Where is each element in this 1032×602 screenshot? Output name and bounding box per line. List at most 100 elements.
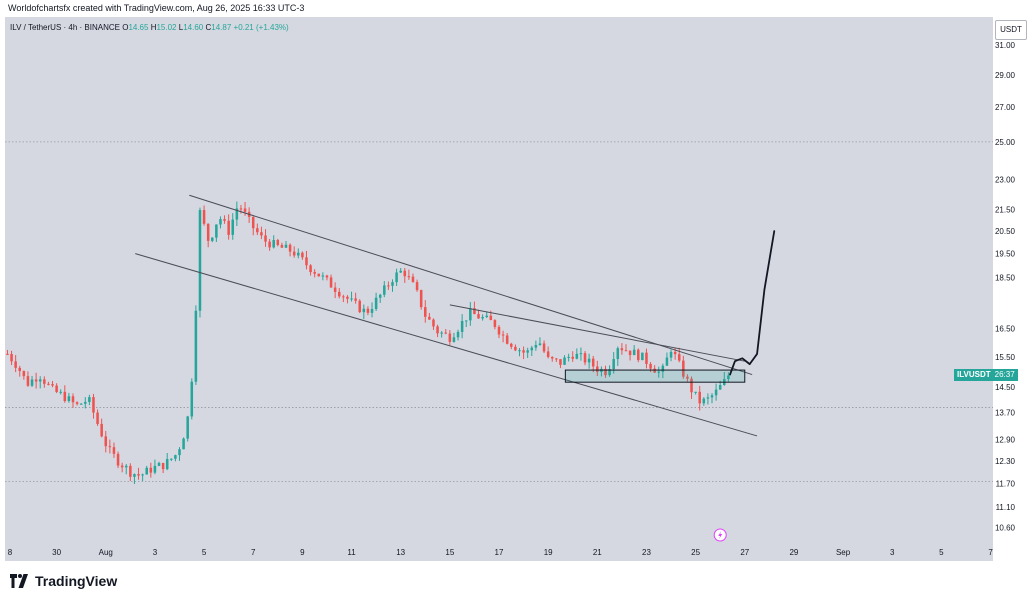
candle-body xyxy=(514,346,517,351)
candle-body xyxy=(239,208,243,210)
candle-body xyxy=(120,465,124,468)
candle-body xyxy=(706,397,710,399)
legend-low: 14.60 xyxy=(183,23,204,32)
candle-body xyxy=(280,244,284,248)
candle-body xyxy=(276,240,280,245)
candle-body xyxy=(256,228,259,233)
legend-high-label: H xyxy=(150,23,157,32)
legend-change: +0.21 (+1.43%) xyxy=(233,23,289,32)
candle-body xyxy=(522,350,525,353)
candle-body xyxy=(575,353,579,359)
x-tick-label: 19 xyxy=(544,548,553,557)
candle-body xyxy=(88,397,91,402)
event-icon xyxy=(713,528,727,542)
x-tick-label: 15 xyxy=(445,548,454,557)
candle-body xyxy=(501,334,505,336)
candle-body xyxy=(227,220,230,235)
support-zone-rectangle xyxy=(564,369,746,383)
candle-body xyxy=(22,371,26,377)
candle-body xyxy=(223,219,226,221)
candle-body xyxy=(628,350,632,356)
candle-body xyxy=(387,285,390,287)
candle-body xyxy=(133,474,136,477)
candle-body xyxy=(407,276,411,278)
candle-body xyxy=(79,403,83,405)
y-tick-label: 21.50 xyxy=(995,206,1016,215)
candle-body xyxy=(534,345,538,348)
candle-body xyxy=(186,416,189,439)
currency-button[interactable]: USDT xyxy=(995,20,1027,40)
candle-body xyxy=(137,474,140,476)
x-tick-label: 7 xyxy=(988,548,993,557)
candle-body xyxy=(366,308,370,313)
y-tick-label: 16.50 xyxy=(995,325,1016,334)
candle-body xyxy=(374,297,378,310)
candle-body xyxy=(649,363,652,369)
candle-body xyxy=(563,357,566,365)
price-axis: 31.00 29.00 27.00 25.00 23.00 21.50 20.50 19.50… xyxy=(995,41,1016,533)
candle-body xyxy=(399,270,402,273)
candle-body xyxy=(612,359,615,370)
candle-body xyxy=(550,356,554,359)
candle-body xyxy=(34,379,38,382)
candle-body xyxy=(423,307,427,317)
candle-body xyxy=(460,320,464,332)
candle-body xyxy=(305,257,308,266)
x-tick-label: 5 xyxy=(939,548,944,557)
candle-body xyxy=(493,320,497,327)
candle-body xyxy=(124,465,128,468)
candle-body xyxy=(456,331,460,338)
candle-body xyxy=(337,291,341,297)
candle-body xyxy=(350,298,353,300)
candle-body xyxy=(665,357,669,366)
x-tick-label: 25 xyxy=(691,548,700,557)
chart-area[interactable] xyxy=(5,17,993,561)
y-tick-label: 18.50 xyxy=(995,273,1016,282)
candle-body xyxy=(464,320,468,322)
candle-body xyxy=(682,360,685,377)
candle-body xyxy=(624,350,628,352)
candle-body xyxy=(219,219,222,225)
candle-body xyxy=(325,275,329,278)
candle-body xyxy=(202,210,206,224)
candle-body xyxy=(231,219,235,235)
candle-body xyxy=(288,244,292,252)
candle-body xyxy=(673,351,677,355)
candle-body xyxy=(403,270,407,277)
candle-body xyxy=(579,353,583,355)
candle-body xyxy=(112,447,116,454)
candle-body xyxy=(362,308,366,313)
candle-body xyxy=(378,294,382,298)
candle-body xyxy=(292,251,296,256)
candle-body xyxy=(51,384,54,386)
candle-body xyxy=(333,287,337,292)
candle-body xyxy=(96,412,99,424)
candle-body xyxy=(313,272,316,274)
candle-body xyxy=(108,446,112,448)
candle-body xyxy=(10,354,13,362)
y-tick-label: 11.10 xyxy=(996,503,1016,512)
price-tag-symbol: ILVUSDT xyxy=(957,370,991,380)
candle-body xyxy=(161,462,165,470)
legend-low-label: L xyxy=(178,23,184,32)
candle-body xyxy=(14,361,17,368)
candle-body xyxy=(616,348,620,360)
candle-body xyxy=(59,391,62,393)
candle-body xyxy=(436,326,439,334)
brand-name: TradingView xyxy=(35,573,118,589)
tradingview-logo[interactable]: TradingView xyxy=(7,573,117,589)
candle-body xyxy=(149,467,153,473)
candle-body xyxy=(440,332,443,334)
candle-body xyxy=(587,358,591,363)
x-tick-label: 9 xyxy=(300,548,305,557)
x-tick-label: 21 xyxy=(593,548,602,557)
candle-body xyxy=(727,375,730,380)
candle-body xyxy=(559,359,562,365)
candle-body xyxy=(370,309,374,313)
x-tick-label: 3 xyxy=(153,548,158,557)
legend-open-label: O xyxy=(122,23,129,32)
candle-body xyxy=(583,353,587,363)
candle-body xyxy=(264,235,267,242)
candle-body xyxy=(411,276,415,283)
